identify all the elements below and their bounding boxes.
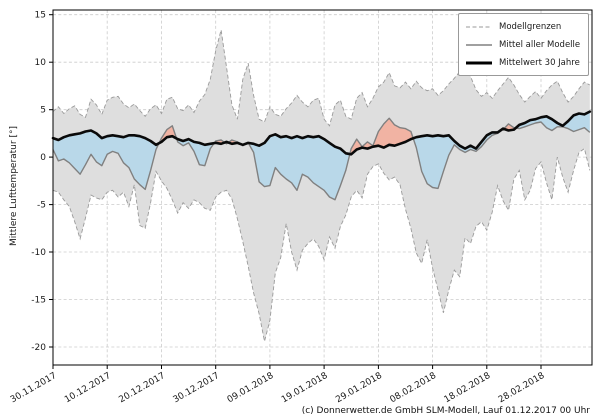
y-tick-label: -5 (37, 201, 46, 211)
dashed-line-icon (466, 26, 492, 28)
y-tick-label: -15 (31, 296, 46, 306)
x-tick-label: 10.12.2017 (63, 371, 113, 405)
below-normal-fill (53, 111, 590, 200)
anomaly-fills (53, 111, 590, 200)
legend: Modellgrenzen Mittel aller Modelle Mitte… (458, 13, 589, 76)
y-tick-label: 10 (35, 58, 47, 68)
x-tick-label: 30.12.2017 (172, 371, 222, 405)
x-tick-label: 09.01.2018 (226, 371, 276, 406)
bold-line-icon (466, 61, 492, 65)
x-tick-label: 30.11.2017 (9, 371, 59, 405)
x-tick-label: 29.01.2018 (334, 371, 384, 406)
legend-label: Mittel aller Modelle (499, 40, 581, 50)
x-tick-label: 19.01.2018 (280, 371, 330, 406)
x-tick-label: 20.12.2017 (117, 371, 167, 405)
y-axis-label: Mittlere Lufttemperatur [°] (9, 126, 19, 246)
plot-border (52, 9, 593, 366)
y-tick-label: -10 (31, 248, 46, 258)
mean-30yr (51, 110, 592, 156)
y-tick-label: -20 (31, 343, 46, 353)
legend-item-mittel-aller-modelle: Mittel aller Modelle (465, 36, 582, 54)
upper-bound-line (52, 29, 591, 127)
x-tick-label: 08.02.2018 (388, 371, 438, 406)
solid-line-icon (466, 44, 492, 46)
model-bound-lines (52, 29, 591, 342)
legend-item-modellgrenzen: Modellgrenzen (465, 18, 582, 36)
y-tick-label: 5 (40, 106, 46, 116)
y-tick-label: 0 (40, 153, 46, 163)
legend-label: Modellgrenzen (499, 22, 562, 32)
legend-item-mittelwert-30-jahre: Mittelwert 30 Jahre (465, 54, 582, 72)
y-tick-label: 15 (35, 11, 46, 21)
x-tick-label: 18.02.2018 (443, 371, 493, 406)
mean-30yr-line (51, 110, 592, 156)
legend-label: Mittelwert 30 Jahre (499, 58, 580, 68)
x-tick-label: 28.02.2018 (497, 371, 547, 406)
lower-bound-line (52, 147, 591, 342)
copyright-text: (c) Donnerwetter.de GmbH SLM-Modell, Lau… (301, 406, 590, 416)
